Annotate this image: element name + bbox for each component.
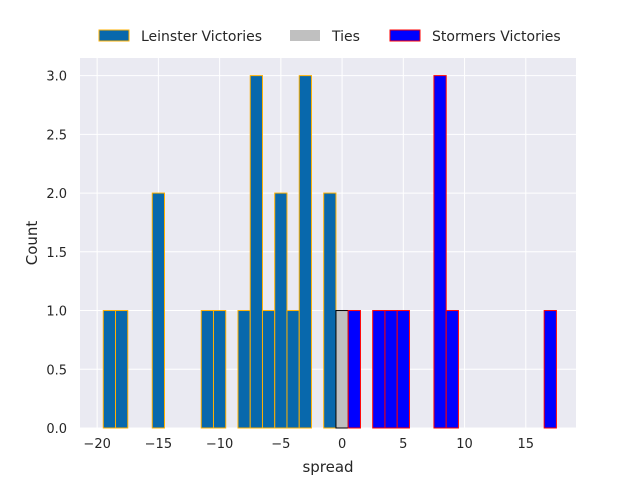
- bar-leinster-victories: [115, 310, 129, 429]
- legend-swatch: [389, 29, 421, 42]
- x-tick-label: −15: [145, 437, 172, 452]
- bar-leinster-victories: [151, 192, 166, 429]
- bar-leinster-victories: [237, 310, 251, 429]
- bar-leinster-victories: [212, 310, 227, 429]
- y-tick-label: 2.5: [46, 128, 67, 143]
- y-tick-label: 1.0: [46, 305, 67, 320]
- x-tick-label: 10: [456, 437, 473, 452]
- y-tick-label: 1.5: [46, 246, 67, 261]
- legend-swatch: [290, 30, 320, 41]
- x-tick-label: 5: [399, 437, 407, 452]
- x-tick-label: 0: [338, 437, 346, 452]
- bar-leinster-victories: [261, 310, 276, 429]
- bar-stormers-victories: [543, 310, 557, 429]
- bar-leinster-victories: [249, 75, 263, 429]
- y-axis-label: Count: [23, 221, 41, 266]
- legend-label: Ties: [331, 29, 360, 45]
- y-tick-label: 3.0: [46, 70, 67, 85]
- bar-leinster-victories: [298, 75, 312, 429]
- bar-leinster-victories: [274, 192, 288, 429]
- bar-stormers-victories: [384, 310, 398, 429]
- bar-stormers-victories: [396, 310, 410, 429]
- legend-label: Stormers Victories: [432, 29, 561, 45]
- y-tick-label: 0.5: [46, 363, 67, 378]
- x-tick-label: −10: [206, 437, 233, 452]
- bar-leinster-victories: [102, 310, 117, 429]
- bar-leinster-victories: [286, 310, 300, 429]
- y-tick-label: 2.0: [46, 187, 67, 202]
- bar-leinster-victories: [323, 192, 337, 429]
- bar-stormers-victories: [372, 310, 386, 429]
- legend: Leinster Victories Ties Stormers Victories: [98, 29, 561, 45]
- bar-stormers-victories: [433, 75, 447, 429]
- y-tick-label: 0.0: [46, 422, 67, 437]
- x-axis-label: spread: [302, 458, 353, 476]
- legend-swatch: [98, 29, 130, 42]
- bar-stormers-victories: [347, 310, 361, 429]
- x-tick-label: 15: [518, 437, 535, 452]
- x-tick-label: −5: [271, 437, 290, 452]
- bar-leinster-victories: [200, 310, 214, 429]
- x-tick-label: −20: [83, 437, 110, 452]
- bar-ties: [335, 310, 349, 429]
- legend-label: Leinster Victories: [141, 29, 262, 45]
- bar-stormers-victories: [445, 310, 459, 429]
